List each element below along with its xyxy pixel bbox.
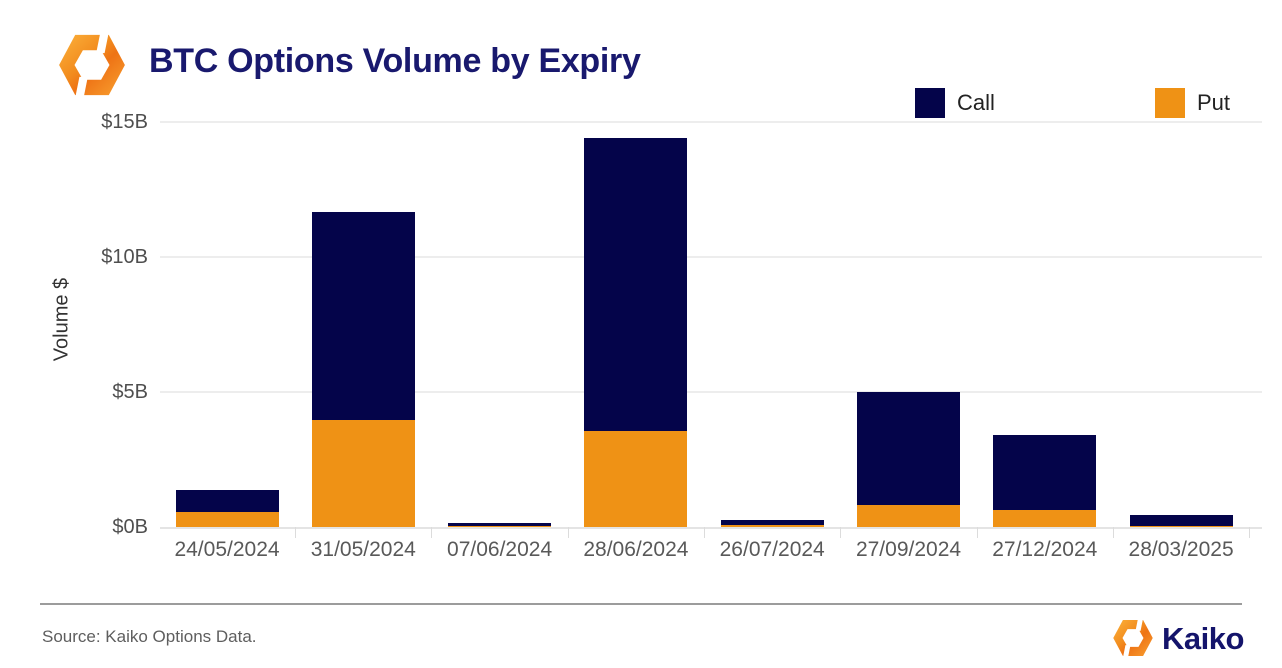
gridline	[160, 391, 1262, 393]
x-axis-tick-mark	[840, 527, 842, 538]
x-axis-tick-label: 24/05/2024	[174, 538, 280, 561]
kaiko-logo-icon	[59, 32, 125, 98]
bar-segment-put	[720, 525, 824, 527]
y-axis-tick-label: $15B	[101, 111, 148, 133]
gridline	[160, 256, 1262, 258]
bar-segment-put	[311, 419, 415, 527]
bar-segment-call	[720, 519, 824, 526]
legend-label-call: Call	[957, 90, 995, 115]
bar-segment-put	[1129, 526, 1233, 527]
y-axis-tick-label: $0B	[112, 516, 148, 538]
x-axis-tick-mark	[567, 527, 569, 538]
x-axis-tick-mark	[1112, 527, 1114, 538]
x-axis-tick-mark	[1249, 527, 1251, 538]
y-axis-tick-label: $5B	[112, 381, 148, 403]
bar-segment-put	[857, 504, 960, 527]
x-axis-tick-label: 27/12/2024	[992, 538, 1098, 561]
put-color-swatch	[1155, 88, 1185, 118]
kaiko-wordmark: Kaiko	[1162, 621, 1244, 656]
x-axis-tick-label: 07/06/2024	[447, 538, 553, 561]
bar-segment-call	[311, 211, 415, 420]
bar-segment-call	[584, 137, 688, 431]
call-color-swatch	[915, 88, 945, 118]
x-axis-tick-label: 27/09/2024	[855, 538, 962, 561]
bar-segment-put	[993, 510, 1097, 527]
bar-segment-put	[584, 430, 688, 527]
kaiko-footer-logo-icon	[1113, 618, 1153, 658]
bar-segment-call	[857, 392, 960, 505]
x-axis-tick-mark	[704, 527, 706, 538]
bar-segment-call	[1129, 514, 1233, 527]
gridline	[160, 121, 1262, 123]
legend-label-put: Put	[1197, 90, 1231, 115]
plot-area: 24/05/2024 31/05/2024 07/06/2024 28/06/2024…	[160, 121, 1262, 561]
legend-item-put: Put	[1155, 87, 1230, 119]
x-axis-tick-mark	[976, 527, 978, 538]
source-text: Source: Kaiko Options Data.	[42, 627, 257, 646]
x-axis-tick-label: 26/07/2024	[719, 538, 825, 561]
bar-segment-put	[175, 512, 279, 527]
x-axis-tick-label: 28/03/2025	[1128, 538, 1234, 561]
bar-segment-call	[993, 434, 1097, 510]
bar-segment-put	[448, 526, 552, 527]
x-axis-tick-label: 31/05/2024	[310, 538, 416, 561]
bar-segment-call	[175, 490, 279, 513]
footer-divider	[40, 603, 1242, 605]
x-axis-tick-label: 28/06/2024	[583, 538, 689, 561]
bar-segment-call	[448, 522, 552, 527]
page-title: BTC Options Volume by Expiry	[149, 42, 641, 80]
x-axis-tick-mark	[295, 527, 297, 538]
x-axis-tick-mark	[431, 527, 433, 538]
y-axis: $15B $10B $5B $0B	[0, 111, 148, 538]
legend-item-call: Call	[915, 87, 995, 119]
y-axis-tick-label: $10B	[101, 246, 148, 268]
